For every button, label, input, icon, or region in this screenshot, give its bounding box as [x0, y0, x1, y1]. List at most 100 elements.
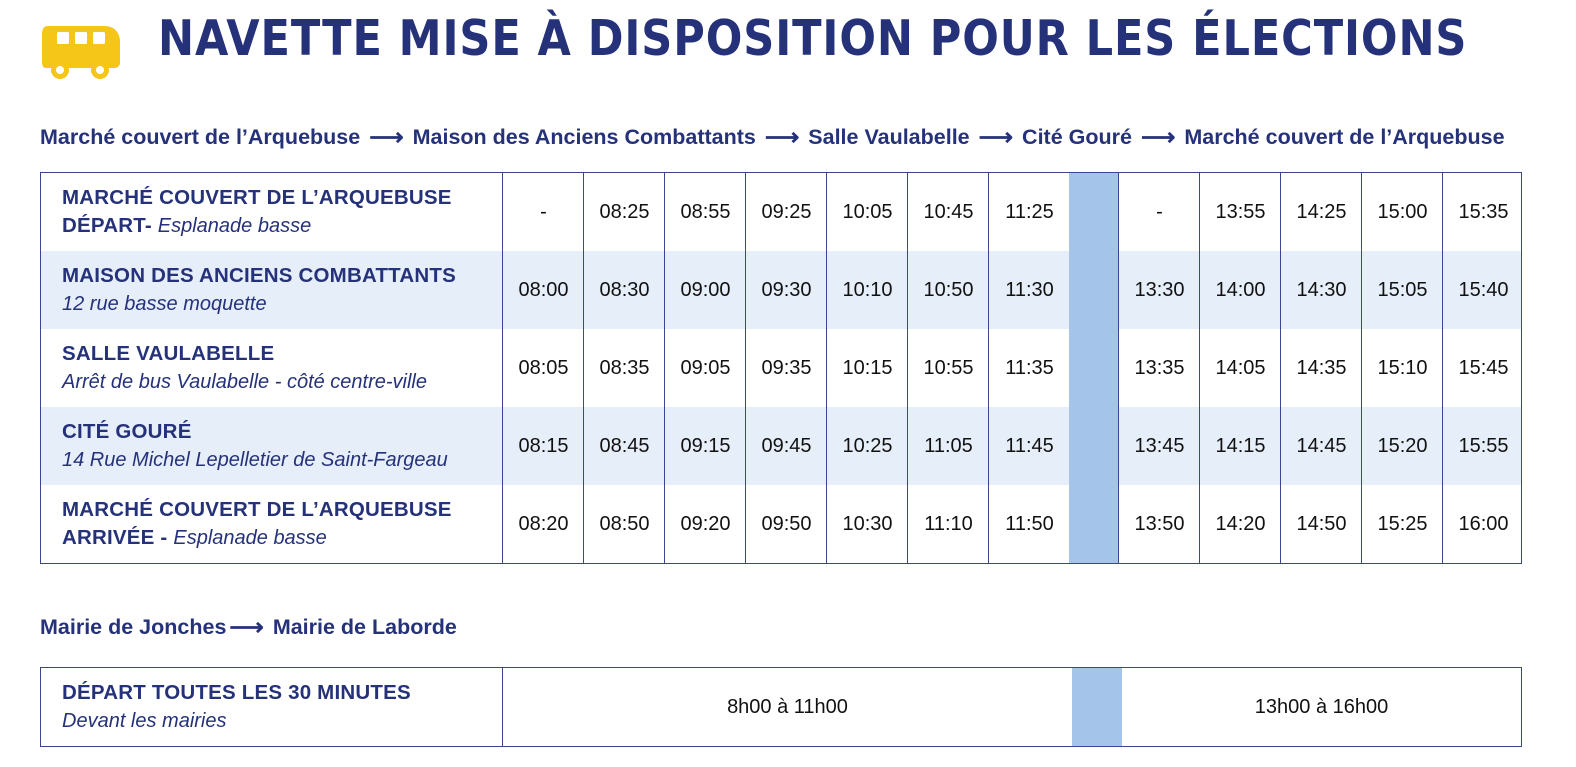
column-divider [1199, 173, 1200, 563]
time-cell: 14:05 [1215, 356, 1266, 379]
time-cell: - [540, 200, 547, 223]
time-cell: 13:30 [1134, 278, 1185, 301]
stop-label: SALLE VAULABELLE Arrêt de bus Vaulabelle… [62, 329, 502, 407]
time-cell: 15:20 [1377, 434, 1428, 457]
column-divider [988, 173, 989, 563]
time-cell: 11:10 [924, 512, 973, 535]
time-cell: 10:45 [923, 200, 974, 223]
time-cell: 09:20 [680, 512, 731, 535]
route-stop: Cité Gouré [1022, 125, 1132, 149]
time-cell: 15:55 [1458, 434, 1509, 457]
time-cell: 08:45 [599, 434, 650, 457]
column-divider [907, 173, 908, 563]
time-cell: 09:05 [680, 356, 731, 379]
arrow-right-icon: ⟶ [1140, 124, 1176, 151]
time-cell: 09:45 [761, 434, 812, 457]
stop-name: MARCHÉ COUVERT DE L’ARQUEBUSE [62, 498, 452, 521]
time-cell: 10:55 [923, 356, 974, 379]
time-cell: - [1156, 200, 1163, 223]
time-cell: 11:35 [1005, 356, 1054, 379]
time-cell: 08:35 [599, 356, 650, 379]
time-cell: 10:50 [923, 278, 974, 301]
time-cell: 09:00 [680, 278, 731, 301]
route-stop: Marché couvert de l’Arquebuse [40, 125, 361, 149]
timetable: MARCHÉ COUVERT DE L’ARQUEBUSE DÉPART- Es… [40, 172, 1522, 564]
time-cell: 14:50 [1296, 512, 1347, 535]
time-cell: 11:05 [924, 434, 973, 457]
table-row: SALLE VAULABELLE Arrêt de bus Vaulabelle… [41, 329, 1521, 407]
time-cell: 09:25 [761, 200, 812, 223]
time-cell: 08:55 [680, 200, 731, 223]
time-cell: 13:45 [1134, 434, 1185, 457]
table-row: MARCHÉ COUVERT DE L’ARQUEBUSE DÉPART- Es… [41, 173, 1521, 251]
stop-address: 14 Rue Michel Lepelletier de Saint-Farge… [62, 449, 448, 471]
column-divider [1280, 173, 1281, 563]
time-cell: 15:00 [1377, 200, 1428, 223]
arrow-right-icon: ⟶ [764, 124, 800, 151]
morning-range: 8h00 à 11h00 [727, 695, 848, 718]
time-cell: 09:15 [680, 434, 731, 457]
stop-address: Arrêt de bus Vaulabelle - côté centre-vi… [62, 371, 427, 393]
route-stop: Mairie de Jonches [40, 615, 227, 639]
divider [502, 668, 503, 746]
time-cell: 09:30 [761, 278, 812, 301]
column-divider [664, 173, 665, 563]
time-cell: 09:50 [761, 512, 812, 535]
time-cell: 09:35 [761, 356, 812, 379]
stop-label: MAISON DES ANCIENS COMBATTANTS 12 rue ba… [62, 251, 502, 329]
time-cell: 10:10 [842, 278, 893, 301]
time-cell: 10:25 [842, 434, 893, 457]
time-cell: 08:20 [518, 512, 569, 535]
time-cell: 15:05 [1377, 278, 1428, 301]
time-cell: 08:15 [518, 434, 569, 457]
time-cell: 13:50 [1134, 512, 1185, 535]
time-cell: 14:00 [1215, 278, 1266, 301]
stop-label: MARCHÉ COUVERT DE L’ARQUEBUSE ARRIVÉE - … [62, 485, 502, 563]
time-cell: 08:25 [599, 200, 650, 223]
time-cell: 16:00 [1458, 512, 1509, 535]
column-divider [1361, 173, 1362, 563]
shuttle-table: DÉPART TOUTES LES 30 MINUTES Devant les … [40, 667, 1522, 747]
midday-break-column [1072, 668, 1122, 746]
time-cell: 10:15 [842, 356, 893, 379]
midday-break-column [1069, 173, 1118, 563]
time-cell: 11:50 [1005, 512, 1054, 535]
time-cell: 14:20 [1215, 512, 1266, 535]
time-cell: 13:55 [1215, 200, 1266, 223]
column-divider [826, 173, 827, 563]
stop-name: CITÉ GOURÉ [62, 420, 192, 443]
time-cell: 11:30 [1005, 278, 1054, 301]
stop-name: DÉPART TOUTES LES 30 MINUTES [62, 681, 411, 704]
time-cell: 10:05 [842, 200, 893, 223]
table-row: DÉPART TOUTES LES 30 MINUTES Devant les … [41, 668, 1521, 746]
arrow-right-icon: ⟶ [369, 124, 404, 151]
arrow-right-icon: ⟶ [229, 614, 264, 641]
stop-address: Esplanade basse [173, 527, 327, 549]
route-line: Marché couvert de l’Arquebuse ⟶ Maison d… [40, 123, 1505, 152]
table-row: MAISON DES ANCIENS COMBATTANTS 12 rue ba… [41, 251, 1521, 329]
time-cell: 11:45 [1005, 434, 1054, 457]
stop-name: MARCHÉ COUVERT DE L’ARQUEBUSE [62, 186, 452, 209]
route-stop: Marché couvert de l’Arquebuse [1184, 125, 1505, 149]
time-cell: 14:25 [1296, 200, 1347, 223]
time-cell: 11:25 [1005, 200, 1054, 223]
stop-label: CITÉ GOURÉ 14 Rue Michel Lepelletier de … [62, 407, 502, 485]
bus-icon [42, 26, 120, 79]
stop-direction-label: DÉPART- [62, 214, 152, 237]
column-divider [583, 173, 584, 563]
time-cell: 08:50 [599, 512, 650, 535]
column-divider [1118, 173, 1119, 563]
time-cell: 15:10 [1377, 356, 1428, 379]
arrow-right-icon: ⟶ [978, 124, 1014, 151]
stop-direction: ARRIVÉE - Esplanade basse [62, 524, 502, 552]
time-cell: 08:30 [599, 278, 650, 301]
header [40, 16, 122, 86]
stop-label: MARCHÉ COUVERT DE L’ARQUEBUSE DÉPART- Es… [62, 173, 502, 251]
route-stop: Maison des Anciens Combattants [412, 125, 756, 149]
column-divider [502, 173, 503, 563]
stop-direction-label: ARRIVÉE - [62, 526, 168, 549]
time-cell: 14:45 [1296, 434, 1347, 457]
time-cell: 15:45 [1458, 356, 1509, 379]
column-divider [745, 173, 746, 563]
stop-direction: DÉPART- Esplanade basse [62, 212, 502, 240]
